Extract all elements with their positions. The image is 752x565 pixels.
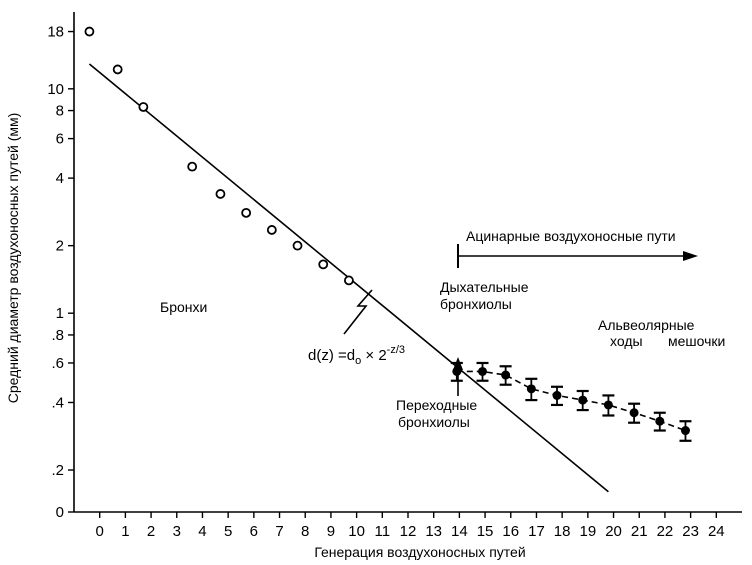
x-tick-label: 12 <box>400 523 417 540</box>
transitional-bronchioles-line1: Переходные <box>396 397 477 413</box>
x-tick-label: 19 <box>580 523 597 540</box>
y-tick-label: 6 <box>56 131 64 148</box>
open-data-point <box>84 26 95 37</box>
x-tick-label: 20 <box>605 523 622 540</box>
respiratory-bronchioles-line2: бронхиолы <box>440 296 512 312</box>
filled-data-point <box>655 416 665 426</box>
x-tick-label: 24 <box>708 523 725 540</box>
dashed-connector <box>456 370 686 432</box>
formula: d(z) =do × 2-z/3 <box>308 344 405 367</box>
axes <box>73 12 742 513</box>
open-data-point <box>241 207 252 218</box>
acinar-label: Ацинарные воздухоносные пути <box>466 228 676 244</box>
filled-data-point <box>501 370 511 380</box>
bronchi-label: Бронхи <box>160 299 207 315</box>
acinar-arrow-head <box>683 251 698 261</box>
x-tick-label: 4 <box>198 523 206 540</box>
filled-data-point <box>526 384 536 394</box>
open-data-point <box>292 240 303 251</box>
x-tick-label: 16 <box>502 523 519 540</box>
x-tick-label: 0 <box>96 523 104 540</box>
filled-data-point <box>552 390 562 400</box>
x-tick-label: 8 <box>301 523 309 540</box>
open-data-point <box>138 102 149 112</box>
x-tick-label: 1 <box>121 523 129 540</box>
x-tick-label: 21 <box>631 523 648 540</box>
open-data-point <box>344 275 354 286</box>
filled-data-point <box>680 426 690 436</box>
alveolar-sacs-label: мешочки <box>668 333 725 349</box>
x-tick-label: 11 <box>375 523 391 540</box>
y-tick-label: 4 <box>56 170 64 187</box>
y-axis-title: Средний диаметр воздухоносных путей (мм) <box>5 113 21 404</box>
y-tick-label: .4 <box>51 394 64 411</box>
formula-pointer <box>343 289 373 335</box>
x-tick-label: 5 <box>224 523 232 540</box>
y-tick-label: .6 <box>51 355 64 372</box>
y-tick-label: .2 <box>51 462 64 479</box>
x-tick-label: 6 <box>250 523 258 540</box>
filled-data-point <box>629 408 639 418</box>
open-data-point <box>112 64 123 75</box>
filled-data-point <box>578 395 588 405</box>
filled-data-point <box>603 400 613 410</box>
x-tick-label: 10 <box>348 523 365 540</box>
open-data-point <box>187 161 198 172</box>
x-axis-title: Генерация воздухоносных путей <box>314 544 525 560</box>
open-data-point <box>215 189 226 199</box>
x-tick-label: 18 <box>554 523 571 540</box>
filled-data-point <box>478 366 488 376</box>
open-data-point <box>266 225 277 235</box>
respiratory-bronchioles-line1: Дыхательные <box>440 279 529 295</box>
x-tick-label: 17 <box>528 523 545 540</box>
alveolar-ducts-line2: ходы <box>610 333 643 349</box>
y-tick-label: 8 <box>56 103 64 120</box>
y-tick-label: .8 <box>51 327 64 344</box>
ticks: 0 1 2 3 4 5 6 7 8 9 10 11 12 13 14 15 16 17 18 19 20 21 22 23 24… <box>47 24 724 540</box>
y-tick-label: 2 <box>56 238 64 255</box>
open-data-point <box>318 259 329 270</box>
x-tick-label: 15 <box>477 523 494 540</box>
x-tick-label: 7 <box>275 523 283 540</box>
x-tick-label: 9 <box>327 523 335 540</box>
y-tick-label: 1 <box>56 305 64 322</box>
x-tick-label: 22 <box>657 523 674 540</box>
y-tick-label: 0 <box>56 504 64 521</box>
x-tick-label: 3 <box>173 523 181 540</box>
transitional-bronchioles-line2: бронхиолы <box>398 414 470 430</box>
alveolar-ducts-line1: Альвеолярные <box>598 317 695 333</box>
x-tick-label: 13 <box>425 523 442 540</box>
x-tick-label: 23 <box>682 523 699 540</box>
x-tick-label: 14 <box>451 523 468 540</box>
y-tick-label: 10 <box>47 81 64 98</box>
transitional-arrow-head <box>453 357 463 370</box>
x-tick-label: 2 <box>147 523 155 540</box>
y-tick-label: 18 <box>47 24 64 41</box>
data-points <box>84 26 692 442</box>
